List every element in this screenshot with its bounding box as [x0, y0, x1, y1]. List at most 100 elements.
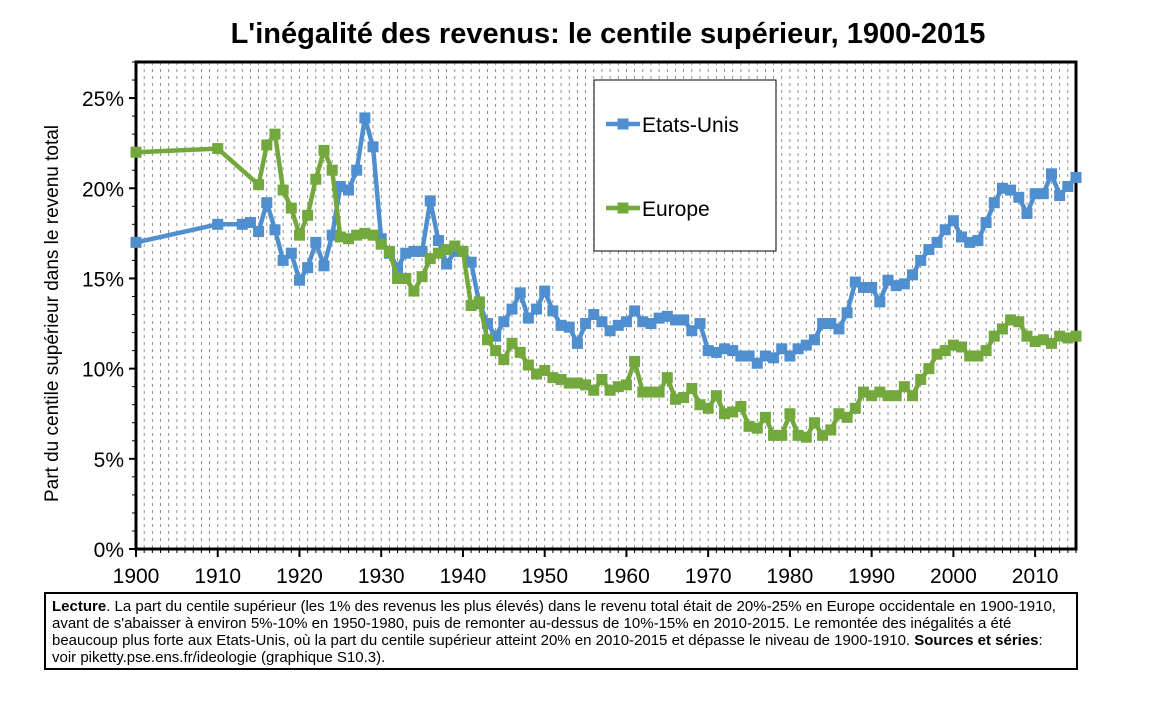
- data-point-etats-unis: [359, 112, 371, 124]
- data-point-europe: [277, 184, 289, 196]
- data-point-etats-unis: [367, 141, 379, 153]
- data-point-europe: [539, 364, 551, 376]
- data-point-europe: [326, 164, 338, 176]
- data-point-europe: [261, 139, 273, 151]
- data-point-etats-unis: [293, 274, 305, 286]
- x-tick-label: 1960: [603, 565, 650, 588]
- data-point-etats-unis: [481, 318, 493, 330]
- data-point-etats-unis: [424, 195, 436, 207]
- data-point-europe: [874, 386, 886, 398]
- data-point-europe: [817, 429, 829, 441]
- data-point-etats-unis: [866, 281, 878, 293]
- data-point-europe: [661, 372, 673, 384]
- data-point-etats-unis: [285, 247, 297, 259]
- data-point-europe: [964, 350, 976, 362]
- data-point-europe: [686, 382, 698, 394]
- data-point-europe: [375, 238, 387, 250]
- x-tick-label: 1940: [440, 565, 487, 588]
- legend-box: [593, 79, 777, 252]
- data-point-etats-unis: [743, 350, 755, 362]
- data-point-etats-unis: [996, 182, 1008, 194]
- data-point-etats-unis: [653, 312, 665, 324]
- data-point-europe: [759, 411, 771, 423]
- data-point-etats-unis: [645, 318, 657, 330]
- data-point-europe: [1062, 332, 1074, 344]
- data-point-etats-unis: [956, 231, 968, 243]
- data-point-europe: [367, 229, 379, 241]
- data-point-etats-unis: [269, 224, 281, 236]
- data-point-europe: [743, 420, 755, 432]
- data-point-europe: [849, 402, 861, 414]
- data-point-europe: [915, 373, 927, 385]
- data-point-europe: [898, 381, 910, 393]
- data-point-etats-unis: [604, 325, 616, 337]
- data-point-etats-unis: [302, 262, 314, 274]
- data-point-europe: [514, 346, 526, 358]
- data-point-etats-unis: [432, 235, 444, 247]
- data-point-europe: [563, 377, 575, 389]
- data-point-europe: [449, 240, 461, 252]
- data-point-europe: [334, 231, 346, 243]
- data-point-etats-unis: [964, 236, 976, 248]
- data-point-etats-unis: [694, 318, 706, 330]
- data-point-europe: [923, 363, 935, 375]
- data-point-europe: [416, 271, 428, 283]
- x-tick-label: 1950: [521, 565, 568, 588]
- x-tick-label: 2000: [930, 565, 977, 588]
- data-point-etats-unis: [629, 305, 641, 317]
- data-point-europe: [531, 368, 543, 380]
- data-point-europe: [768, 429, 780, 441]
- data-point-etats-unis: [555, 319, 567, 331]
- data-point-europe: [653, 386, 665, 398]
- data-point-etats-unis: [416, 245, 428, 257]
- data-point-europe: [400, 272, 412, 284]
- data-point-europe: [253, 179, 265, 191]
- data-point-etats-unis: [857, 281, 869, 293]
- data-point-europe: [1021, 330, 1033, 342]
- data-point-europe: [318, 144, 330, 156]
- y-axis-label: Part du centile supérieur dans le revenu…: [42, 125, 63, 502]
- y-tick-label: 15%: [82, 268, 124, 291]
- data-point-etats-unis: [759, 350, 771, 362]
- data-point-etats-unis: [514, 287, 526, 299]
- data-point-etats-unis: [522, 312, 534, 324]
- data-point-europe: [465, 300, 477, 311]
- data-point-etats-unis: [907, 269, 919, 281]
- legend-label-europe: Europe: [642, 198, 710, 221]
- data-point-europe: [808, 417, 820, 429]
- data-point-etats-unis: [678, 314, 690, 326]
- y-tick-label: 0%: [94, 539, 124, 562]
- data-point-europe: [719, 408, 731, 420]
- chart-title: L'inégalité des revenus: le centile supé…: [230, 18, 986, 50]
- data-point-europe: [424, 253, 436, 265]
- legend-marker-etats-unis: [617, 118, 629, 130]
- x-tick-label: 1900: [113, 565, 160, 588]
- data-point-europe: [857, 386, 869, 398]
- data-point-europe: [351, 229, 363, 241]
- data-point-etats-unis: [441, 258, 453, 270]
- data-point-etats-unis: [751, 357, 763, 369]
- data-point-etats-unis: [318, 260, 330, 272]
- data-point-europe: [1045, 337, 1057, 349]
- data-point-etats-unis: [833, 323, 845, 335]
- data-point-europe: [866, 390, 878, 402]
- data-point-europe: [907, 390, 919, 402]
- data-point-europe: [408, 285, 420, 297]
- data-point-etats-unis: [825, 318, 837, 330]
- data-point-etats-unis: [841, 307, 853, 319]
- data-point-europe: [694, 399, 706, 411]
- data-point-europe: [604, 384, 616, 396]
- x-tick-label: 1970: [685, 565, 732, 588]
- data-point-europe: [571, 377, 583, 389]
- data-point-etats-unis: [1029, 188, 1041, 200]
- x-tick-label: 1990: [848, 565, 895, 588]
- data-point-etats-unis: [236, 218, 248, 230]
- data-point-etats-unis: [261, 197, 273, 209]
- data-point-europe: [522, 359, 534, 371]
- data-point-etats-unis: [735, 350, 747, 362]
- data-point-etats-unis: [1062, 180, 1074, 192]
- data-point-etats-unis: [244, 217, 256, 229]
- x-tick-label: 1920: [276, 565, 323, 588]
- data-point-europe: [776, 429, 788, 441]
- data-point-etats-unis: [710, 346, 722, 358]
